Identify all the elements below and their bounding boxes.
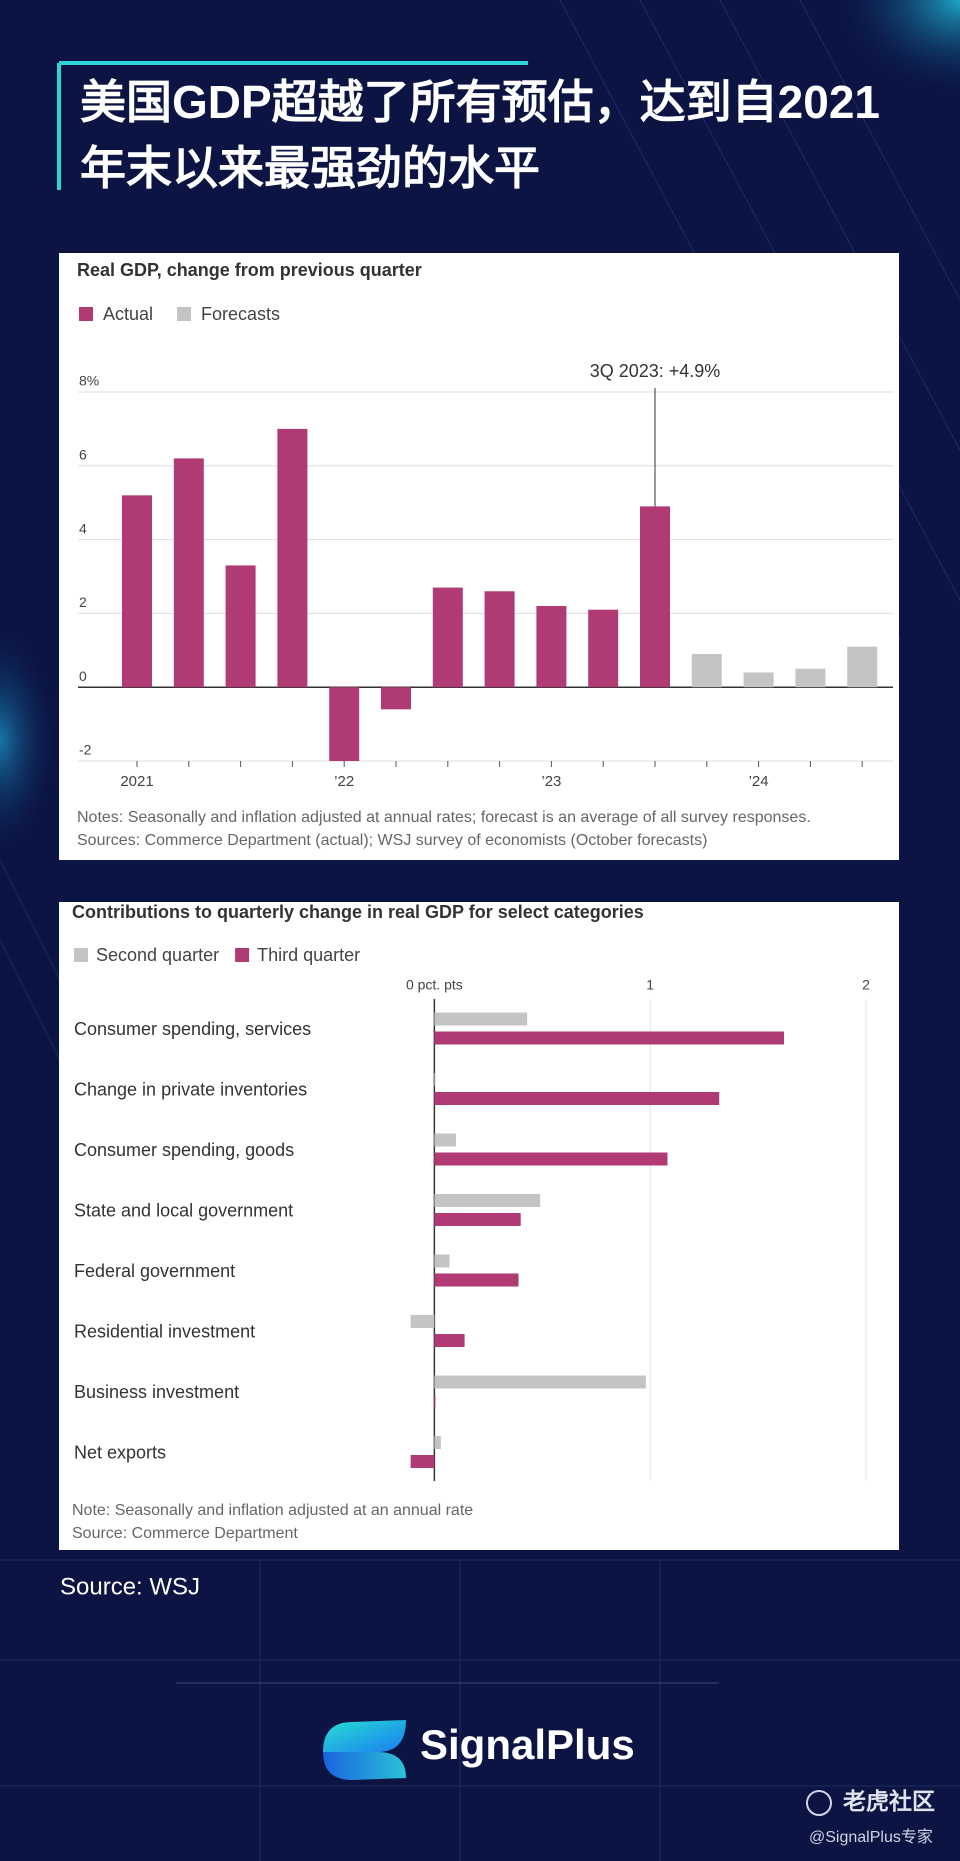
legend-label: Third quarter xyxy=(257,945,360,965)
x-tick-label: ’22 xyxy=(334,773,354,790)
watermark: @SignalPlus专家 xyxy=(809,1828,933,1846)
note: Source: Commerce Department xyxy=(72,1525,298,1542)
bar xyxy=(434,1273,519,1287)
bar xyxy=(434,1194,541,1207)
bar xyxy=(410,1455,435,1468)
watermark-icon xyxy=(806,1790,832,1816)
bar xyxy=(173,458,204,688)
bar xyxy=(847,646,878,688)
bar xyxy=(691,653,722,688)
y-tick-label: 4 xyxy=(79,520,87,536)
category-label: Change in private inventories xyxy=(74,1079,307,1099)
bar xyxy=(381,687,411,710)
bar xyxy=(484,591,515,688)
bar xyxy=(432,587,463,688)
bar xyxy=(225,565,256,688)
bar xyxy=(795,668,826,688)
legend-swatch xyxy=(74,948,88,962)
bar xyxy=(434,1133,456,1147)
bar xyxy=(277,428,308,688)
bar xyxy=(434,1394,436,1408)
x-tick-label: 1 xyxy=(646,977,654,993)
legend-swatch xyxy=(235,948,250,962)
legend-swatch xyxy=(177,307,192,321)
bar xyxy=(640,506,670,688)
bar xyxy=(122,495,152,688)
bar xyxy=(329,687,360,761)
bar xyxy=(588,609,619,688)
page-title: 美国GDP超越了所有预估，达到自2021 xyxy=(80,76,880,128)
chart-title: Contributions to quarterly change in rea… xyxy=(72,902,644,922)
y-tick-label: 2 xyxy=(79,594,87,610)
bar xyxy=(434,1436,441,1449)
x-tick-label: 2021 xyxy=(120,773,153,790)
x-tick-label: 2 xyxy=(862,977,870,993)
bar xyxy=(434,1031,784,1045)
legend-label: Forecasts xyxy=(201,304,280,324)
y-tick-label: -2 xyxy=(79,742,92,758)
bar xyxy=(434,1012,528,1026)
note: Notes: Seasonally and inflation adjusted… xyxy=(77,809,811,826)
bar xyxy=(434,1073,436,1086)
bar xyxy=(434,1213,521,1226)
legend-swatch xyxy=(79,307,93,321)
category-label: Consumer spending, goods xyxy=(74,1140,294,1160)
bar xyxy=(434,1334,465,1347)
glow xyxy=(700,0,960,200)
category-label: Federal government xyxy=(74,1261,235,1281)
category-label: Business investment xyxy=(74,1382,239,1402)
y-tick-label: 8% xyxy=(79,373,99,389)
y-tick-label: 6 xyxy=(79,447,87,463)
brand-logo xyxy=(323,1720,406,1780)
watermark: 老虎社区 xyxy=(842,1788,935,1814)
legend-label: Actual xyxy=(103,304,153,324)
gdp-chart: Real GDP, change from previous quarter Ac… xyxy=(77,260,893,849)
y-tick-label: 0 xyxy=(79,668,87,684)
annotation: 3Q 2023: +4.9% xyxy=(590,361,721,381)
x-tick-label: ’23 xyxy=(541,773,561,790)
x-tick-label: 0 pct. pts xyxy=(406,977,463,993)
category-label: Consumer spending, services xyxy=(74,1019,311,1039)
category-label: State and local government xyxy=(74,1200,293,1220)
note: Note: Seasonally and inflation adjusted … xyxy=(72,1502,473,1519)
note: Sources: Commerce Department (actual); W… xyxy=(77,832,707,849)
category-label: Net exports xyxy=(74,1442,166,1462)
bar xyxy=(434,1092,720,1105)
contributions-chart: Contributions to quarterly change in rea… xyxy=(72,902,870,1542)
bar xyxy=(434,1254,450,1268)
source: Source: WSJ xyxy=(60,1573,200,1600)
brand: SignalPlus xyxy=(420,1721,635,1768)
page-title: 年末以来最强劲的水平 xyxy=(80,142,540,194)
chart-title: Real GDP, change from previous quarter xyxy=(77,260,422,280)
category-label: Residential investment xyxy=(74,1321,255,1341)
x-tick-label: ’24 xyxy=(749,773,769,790)
bar xyxy=(743,672,774,688)
bar xyxy=(434,1152,668,1166)
bar xyxy=(410,1315,435,1328)
bar xyxy=(536,606,567,688)
legend-label: Second quarter xyxy=(96,945,219,965)
bar xyxy=(434,1375,646,1389)
